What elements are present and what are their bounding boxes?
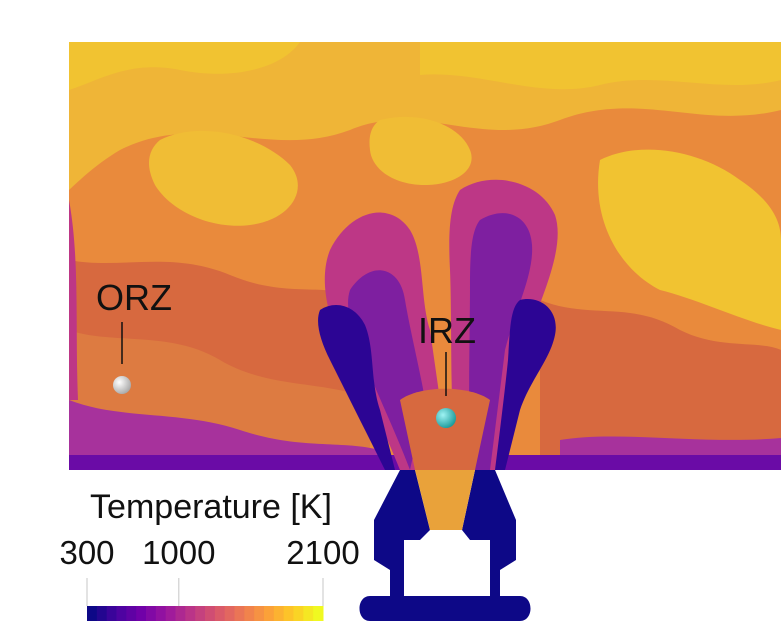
colorbar-segment: [254, 606, 265, 621]
injector-flame-core: [415, 470, 475, 530]
colorbar-tick-marks: [86, 578, 324, 606]
hot-patch-top-left: [69, 42, 300, 90]
colorbar-segment: [205, 606, 216, 621]
orz-marker: [113, 376, 131, 394]
colorbar-segment: [273, 606, 285, 621]
colorbar-segment: [264, 606, 275, 621]
colorbar: Temperature [K] 300 1000 2100: [59, 488, 360, 621]
mid-band-right: [540, 300, 781, 470]
burner-plenum: [404, 540, 490, 596]
annotation-orz: ORZ: [96, 277, 172, 394]
colorbar-segment: [224, 606, 235, 621]
colorbar-segment: [136, 606, 147, 621]
colorbar-tick-labels: 300 1000 2100: [59, 534, 359, 571]
irz-marker: [436, 408, 456, 428]
burner-geometry: [359, 470, 531, 621]
cold-jet-right: [495, 299, 556, 470]
colorbar-segment: [283, 606, 294, 621]
annotation-irz: IRZ: [418, 310, 476, 428]
colorbar-segment: [185, 606, 196, 621]
colorbar-segment: [87, 606, 98, 621]
hot-patch-center: [369, 116, 472, 185]
orz-label: ORZ: [96, 277, 172, 318]
colorbar-segment: [126, 606, 137, 621]
colorbar-segment: [165, 606, 176, 621]
colorbar-tick-label: 1000: [142, 534, 215, 571]
colorbar-segment: [293, 606, 304, 621]
flame-root: [400, 388, 490, 470]
colorbar-segment: [175, 606, 186, 621]
hot-patch-right: [598, 149, 781, 330]
colorbar-tick-label: 300: [59, 534, 114, 571]
hot-patch-left: [148, 130, 298, 226]
colorbar-segment: [234, 606, 245, 621]
combustion-chamber-domain: [69, 42, 781, 470]
colorbar-segment: [146, 606, 157, 621]
colorbar-segment: [313, 606, 324, 621]
colorbar-tick-label: 2100: [286, 534, 359, 571]
colorbar-segment: [155, 606, 167, 621]
colorbar-segment: [116, 606, 127, 621]
colorbar-bar: [87, 606, 324, 621]
cool-wall-side: [69, 200, 78, 400]
hot-patch-top-right: [420, 42, 781, 90]
cold-jet-left: [318, 305, 395, 470]
colorbar-segment: [106, 606, 117, 621]
colorbar-title: Temperature [K]: [90, 488, 332, 526]
colorbar-segment: [303, 606, 314, 621]
colorbar-segment: [195, 606, 206, 621]
cool-wall-left: [69, 400, 380, 470]
irz-label: IRZ: [418, 310, 476, 351]
colorbar-segment: [96, 606, 108, 621]
colorbar-segment: [244, 606, 255, 621]
colorbar-segment: [214, 606, 226, 621]
